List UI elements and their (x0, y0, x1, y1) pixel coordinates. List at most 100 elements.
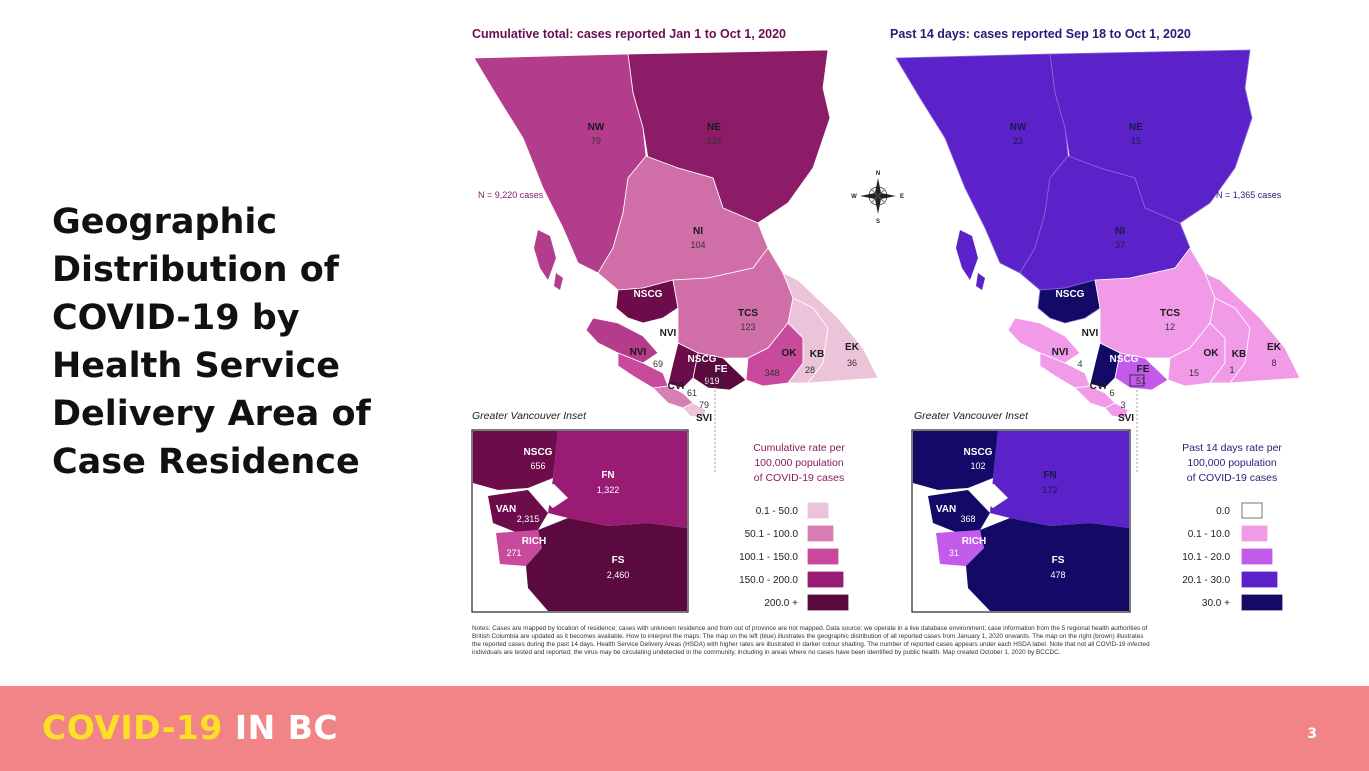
label-ek-recent: EK (1267, 342, 1282, 353)
inset-value-rich-recent: 31 (949, 548, 959, 558)
cumulative-legend-swatch (807, 548, 839, 565)
value-ni-recent: 37 (1115, 240, 1125, 250)
recent-legend-label: 30.0 + (1202, 598, 1230, 609)
region-svi-recent (1104, 402, 1129, 419)
cumulative-legend-label: 0.1 - 50.0 (756, 506, 799, 517)
inset-label-fs: FS (612, 555, 625, 566)
region-haida-gwaii (534, 230, 556, 280)
inset-label-nscg-recent: NSCG (964, 447, 993, 458)
recent-legend-swatch (1241, 502, 1263, 519)
inset-fn (548, 431, 687, 528)
label-kb-recent: KB (1232, 349, 1246, 360)
footer-brand-in-bc: IN BC (234, 708, 339, 747)
label-fe-recent: FE (1137, 364, 1150, 375)
value-ne: 134 (706, 136, 721, 146)
cumulative-inset-title: Greater Vancouver Inset (472, 410, 587, 422)
label-nvi-west: NVI (630, 347, 647, 358)
slide-title-line: Distribution of (52, 250, 339, 290)
value-fe-recent: 51 (1136, 376, 1146, 386)
value-fe: 919 (704, 376, 719, 386)
recent-n-label: N = 1,365 cases (1216, 190, 1282, 200)
slide-title-line: Case Residence (52, 442, 360, 482)
slide-title-line: COVID-19 by (52, 298, 300, 338)
region-island-recent (976, 273, 985, 290)
value-ne-recent: 15 (1131, 136, 1141, 146)
inset-label-rich-recent: RICH (962, 536, 986, 547)
cumulative-map: Cumulative total: cases reported Jan 1 t… (471, 27, 879, 613)
compass-rose: N S E W (851, 171, 904, 225)
inset-label-nscg: NSCG (524, 447, 553, 458)
footer-brand: COVID-19 IN BC (42, 708, 338, 747)
slide-title: Geographic Distribution of COVID-19 by H… (52, 198, 392, 486)
label-nscg-lower-recent: NSCG (1110, 354, 1139, 365)
cumulative-legend-swatch (807, 502, 829, 519)
value-nvi-recent: 4 (1077, 359, 1082, 369)
value-svi: 79 (699, 400, 709, 410)
value-svi-recent: 3 (1120, 400, 1125, 410)
recent-legend-swatch (1241, 594, 1283, 611)
label-nvi-recent: NVI (1082, 328, 1099, 339)
recent-map: Past 14 days: cases reported Sep 18 to O… (890, 27, 1301, 613)
region-haida-gwaii-recent (956, 230, 978, 280)
inset-rich-recent (936, 530, 984, 566)
cumulative-n-label: N = 9,220 cases (478, 190, 544, 200)
inset-fs-recent (966, 518, 1129, 611)
inset-value-fn: 1,322 (597, 485, 620, 495)
inset-van (488, 490, 548, 533)
page-number: 3 (1307, 726, 1317, 742)
label-nw-recent: NW (1010, 122, 1027, 133)
recent-legend-title-2: 100,000 population (1187, 457, 1276, 469)
inset-label-van: VAN (496, 504, 516, 515)
label-tcs: TCS (738, 308, 758, 319)
label-nw: NW (588, 122, 605, 133)
region-island (554, 273, 563, 290)
inset-label-rich: RICH (522, 536, 546, 547)
label-nvi-west-recent: NVI (1052, 347, 1069, 358)
inset-value-van-recent: 368 (960, 514, 975, 524)
label-ni: NI (693, 226, 703, 237)
region-ek-recent (1204, 272, 1301, 384)
label-fe: FE (715, 364, 728, 375)
label-ni-recent: NI (1115, 226, 1125, 237)
slide-title-line: Health Service (52, 346, 340, 386)
label-ok-recent: OK (1204, 348, 1220, 359)
compass-n: N (876, 171, 880, 177)
cumulative-legend-swatch (807, 525, 834, 542)
value-cvi-recent: 6 (1109, 388, 1114, 398)
cumulative-legend-label: 150.0 - 200.0 (739, 575, 798, 586)
value-ok-recent: 15 (1189, 368, 1199, 378)
label-ok: OK (782, 348, 798, 359)
value-cvi: 61 (687, 388, 697, 398)
cumulative-legend-swatch (807, 571, 844, 588)
value-ek: 36 (847, 358, 857, 368)
recent-legend-swatch (1241, 548, 1273, 565)
inset-fs (526, 518, 687, 611)
inset-water (528, 484, 568, 508)
label-tcs-recent: TCS (1160, 308, 1180, 319)
label-nscg-lower: NSCG (688, 354, 717, 365)
value-ek-recent: 8 (1271, 358, 1276, 368)
recent-legend-label: 0.1 - 10.0 (1188, 529, 1231, 540)
cumulative-map-title: Cumulative total: cases reported Jan 1 t… (472, 27, 786, 41)
label-cvi: CVI (668, 381, 685, 392)
recent-inset-title: Greater Vancouver Inset (914, 410, 1029, 422)
compass-s: S (876, 219, 880, 225)
inset-value-fs: 2,460 (607, 570, 630, 580)
value-tcs-recent: 12 (1165, 322, 1175, 332)
region-ek (782, 272, 879, 384)
cumulative-legend-swatch (807, 594, 849, 611)
cumulative-legend-title-3: of COVID-19 cases (754, 472, 844, 484)
cumulative-legend-title-2: 100,000 population (754, 457, 843, 469)
inset-water-recent (968, 484, 1008, 508)
cumulative-legend-label: 200.0 + (764, 598, 798, 609)
inset-label-van-recent: VAN (936, 504, 956, 515)
inset-value-nscg: 656 (530, 461, 545, 471)
inset-fn-recent (990, 431, 1129, 528)
map-figure: Cumulative total: cases reported Jan 1 t… (468, 18, 1328, 678)
label-nvi: NVI (660, 328, 677, 339)
region-lower-mainland-recent (1089, 342, 1121, 389)
recent-inset: NSCG 102 FN 172 VAN 368 RICH 31 FS 478 (911, 429, 1131, 613)
value-ok: 348 (764, 368, 779, 378)
notes-line: Notes: Cases are mapped by location of r… (472, 625, 1148, 632)
recent-legend-swatch (1241, 571, 1278, 588)
